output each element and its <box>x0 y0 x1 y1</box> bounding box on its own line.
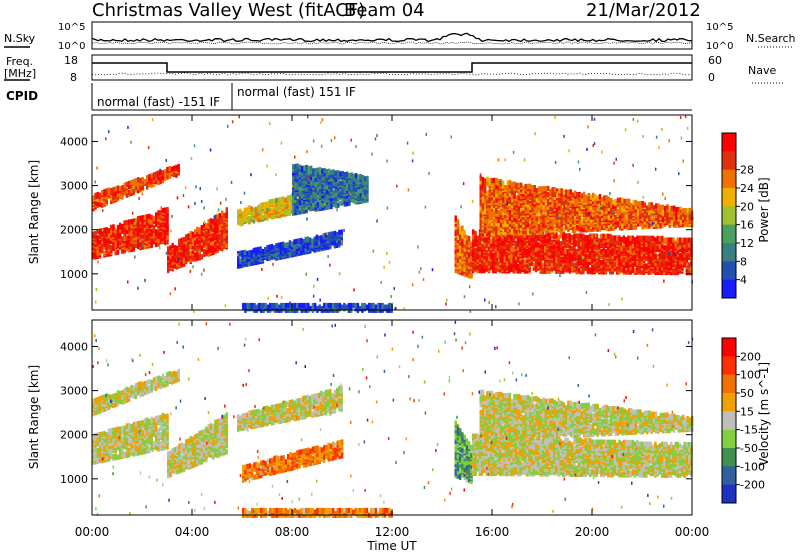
range-band-2 <box>92 368 180 417</box>
range-band-6 <box>454 215 473 280</box>
noise-right-tick-top: 10^5 <box>706 22 733 33</box>
nave-tick-top: 60 <box>708 54 722 67</box>
nsearch-series <box>91 41 693 45</box>
ytick-label-0: 1000 <box>60 268 88 281</box>
date-label: 21/Mar/2012 <box>586 0 701 21</box>
power-colorbar-label: Power [dB] <box>757 177 771 242</box>
range-band-8 <box>479 175 694 238</box>
colorbar-tick-3: 15 <box>740 405 754 418</box>
power-ylabel: Slant Range [km] <box>27 160 41 264</box>
cpid-segments: normal (fast) -151 IF normal (fast) 151 I… <box>97 83 356 110</box>
range-band-4 <box>242 439 344 483</box>
range-band-7 <box>479 389 694 443</box>
beam-label: Beam 04 <box>344 0 425 21</box>
range-band-6 <box>472 433 693 479</box>
noise-tick-top: 10^5 <box>58 22 85 33</box>
colorbar-tick-3: 16 <box>740 219 754 232</box>
ytick-label-2: 3000 <box>60 180 88 193</box>
nave-series <box>91 72 693 76</box>
plot-title: Christmas Valley West (fitACF) <box>92 0 365 21</box>
range-band-5 <box>454 420 473 485</box>
noise-scatter <box>92 320 694 516</box>
noise-scatter <box>94 115 693 313</box>
velocity-axes: 1000 2000 3000 4000 <box>60 320 693 515</box>
range-band-5 <box>237 229 343 269</box>
ytick-label-1: 2000 <box>60 224 88 237</box>
xtick-label-0: 00:00 <box>75 525 110 539</box>
power-colorbar: 4 8 12 16 20 24 28 <box>721 132 754 299</box>
freq-label: Freq. <box>6 55 33 68</box>
colorbar-tick-1: 100 <box>740 369 761 382</box>
freq-tick-bottom: 8 <box>70 71 77 84</box>
xtick-label-4: 16:00 <box>475 525 510 539</box>
range-band-1 <box>167 207 228 274</box>
colorbar-tick-6: -100 <box>740 460 765 473</box>
power-axes: 1000 2000 3000 4000 <box>60 115 693 310</box>
range-band-4 <box>292 163 369 216</box>
colorbar-tick-1: 8 <box>740 255 747 268</box>
noise-tick-bottom: 10^0 <box>58 41 85 52</box>
range-band-2 <box>92 163 180 212</box>
velocity-colorbar-label: Velocity [m s^-1] <box>757 362 771 466</box>
xtick-label-3: 12:00 <box>375 525 410 539</box>
nsky-series <box>91 32 693 43</box>
freq-unit: [MHz] <box>4 67 36 80</box>
range-band-9 <box>242 302 393 313</box>
range-band-1 <box>167 412 228 479</box>
xtick-label-2: 08:00 <box>275 525 310 539</box>
range-band-8 <box>242 507 393 518</box>
freq-tick-top: 18 <box>64 54 78 67</box>
nave-tick-bottom: 0 <box>708 71 715 84</box>
xtick-label-1: 04:00 <box>175 525 210 539</box>
colorbar-tick-4: -15 <box>740 424 758 437</box>
ytick-label-3: 4000 <box>60 340 88 353</box>
noise-panel <box>91 21 693 50</box>
range-band-3 <box>237 385 343 432</box>
xaxis-title: Time UT <box>366 539 417 553</box>
nsky-label: N.Sky <box>4 32 36 45</box>
velocity-heatmap <box>92 320 694 518</box>
cpid-label: CPID <box>6 89 38 103</box>
cpid-segment-0: normal (fast) -151 IF <box>97 95 220 109</box>
ytick-label-0: 1000 <box>60 473 88 486</box>
range-band-7 <box>472 229 693 276</box>
ytick-label-2: 3000 <box>60 385 88 398</box>
colorbar-tick-6: 28 <box>740 164 754 177</box>
range-band-0 <box>92 412 169 465</box>
frequency-panel <box>91 54 693 81</box>
xtick-label-6: 00:00 <box>675 525 710 539</box>
colorbar-tick-7: -200 <box>740 479 765 492</box>
colorbar-tick-2: 12 <box>740 237 754 250</box>
colorbar-tick-2: 50 <box>740 387 754 400</box>
colorbar-tick-0: 4 <box>740 274 747 287</box>
nsearch-label: N.Search <box>746 32 796 45</box>
ytick-label-3: 4000 <box>60 135 88 148</box>
colorbar-tick-4: 20 <box>740 200 754 213</box>
colorbar-tick-5: -50 <box>740 442 758 455</box>
time-axis-labels: 00:00 04:00 08:00 12:00 16:00 20:00 00:00 <box>75 525 710 539</box>
xtick-label-5: 20:00 <box>575 525 610 539</box>
colorbar-tick-0: 200 <box>740 350 761 363</box>
colorbar-tick-5: 24 <box>740 182 754 195</box>
velocity-colorbar: 200 100 50 15 -15 -50 -100 -200 <box>721 337 765 504</box>
velocity-ylabel: Slant Range [km] <box>27 365 41 469</box>
nave-label: Nave <box>748 64 776 77</box>
freq-series <box>92 62 692 73</box>
range-band-0 <box>92 206 169 260</box>
cpid-segment-1: normal (fast) 151 IF <box>237 85 356 99</box>
power-heatmap <box>92 115 694 313</box>
ytick-label-1: 2000 <box>60 429 88 442</box>
noise-right-tick-bottom: 10^0 <box>706 41 733 52</box>
